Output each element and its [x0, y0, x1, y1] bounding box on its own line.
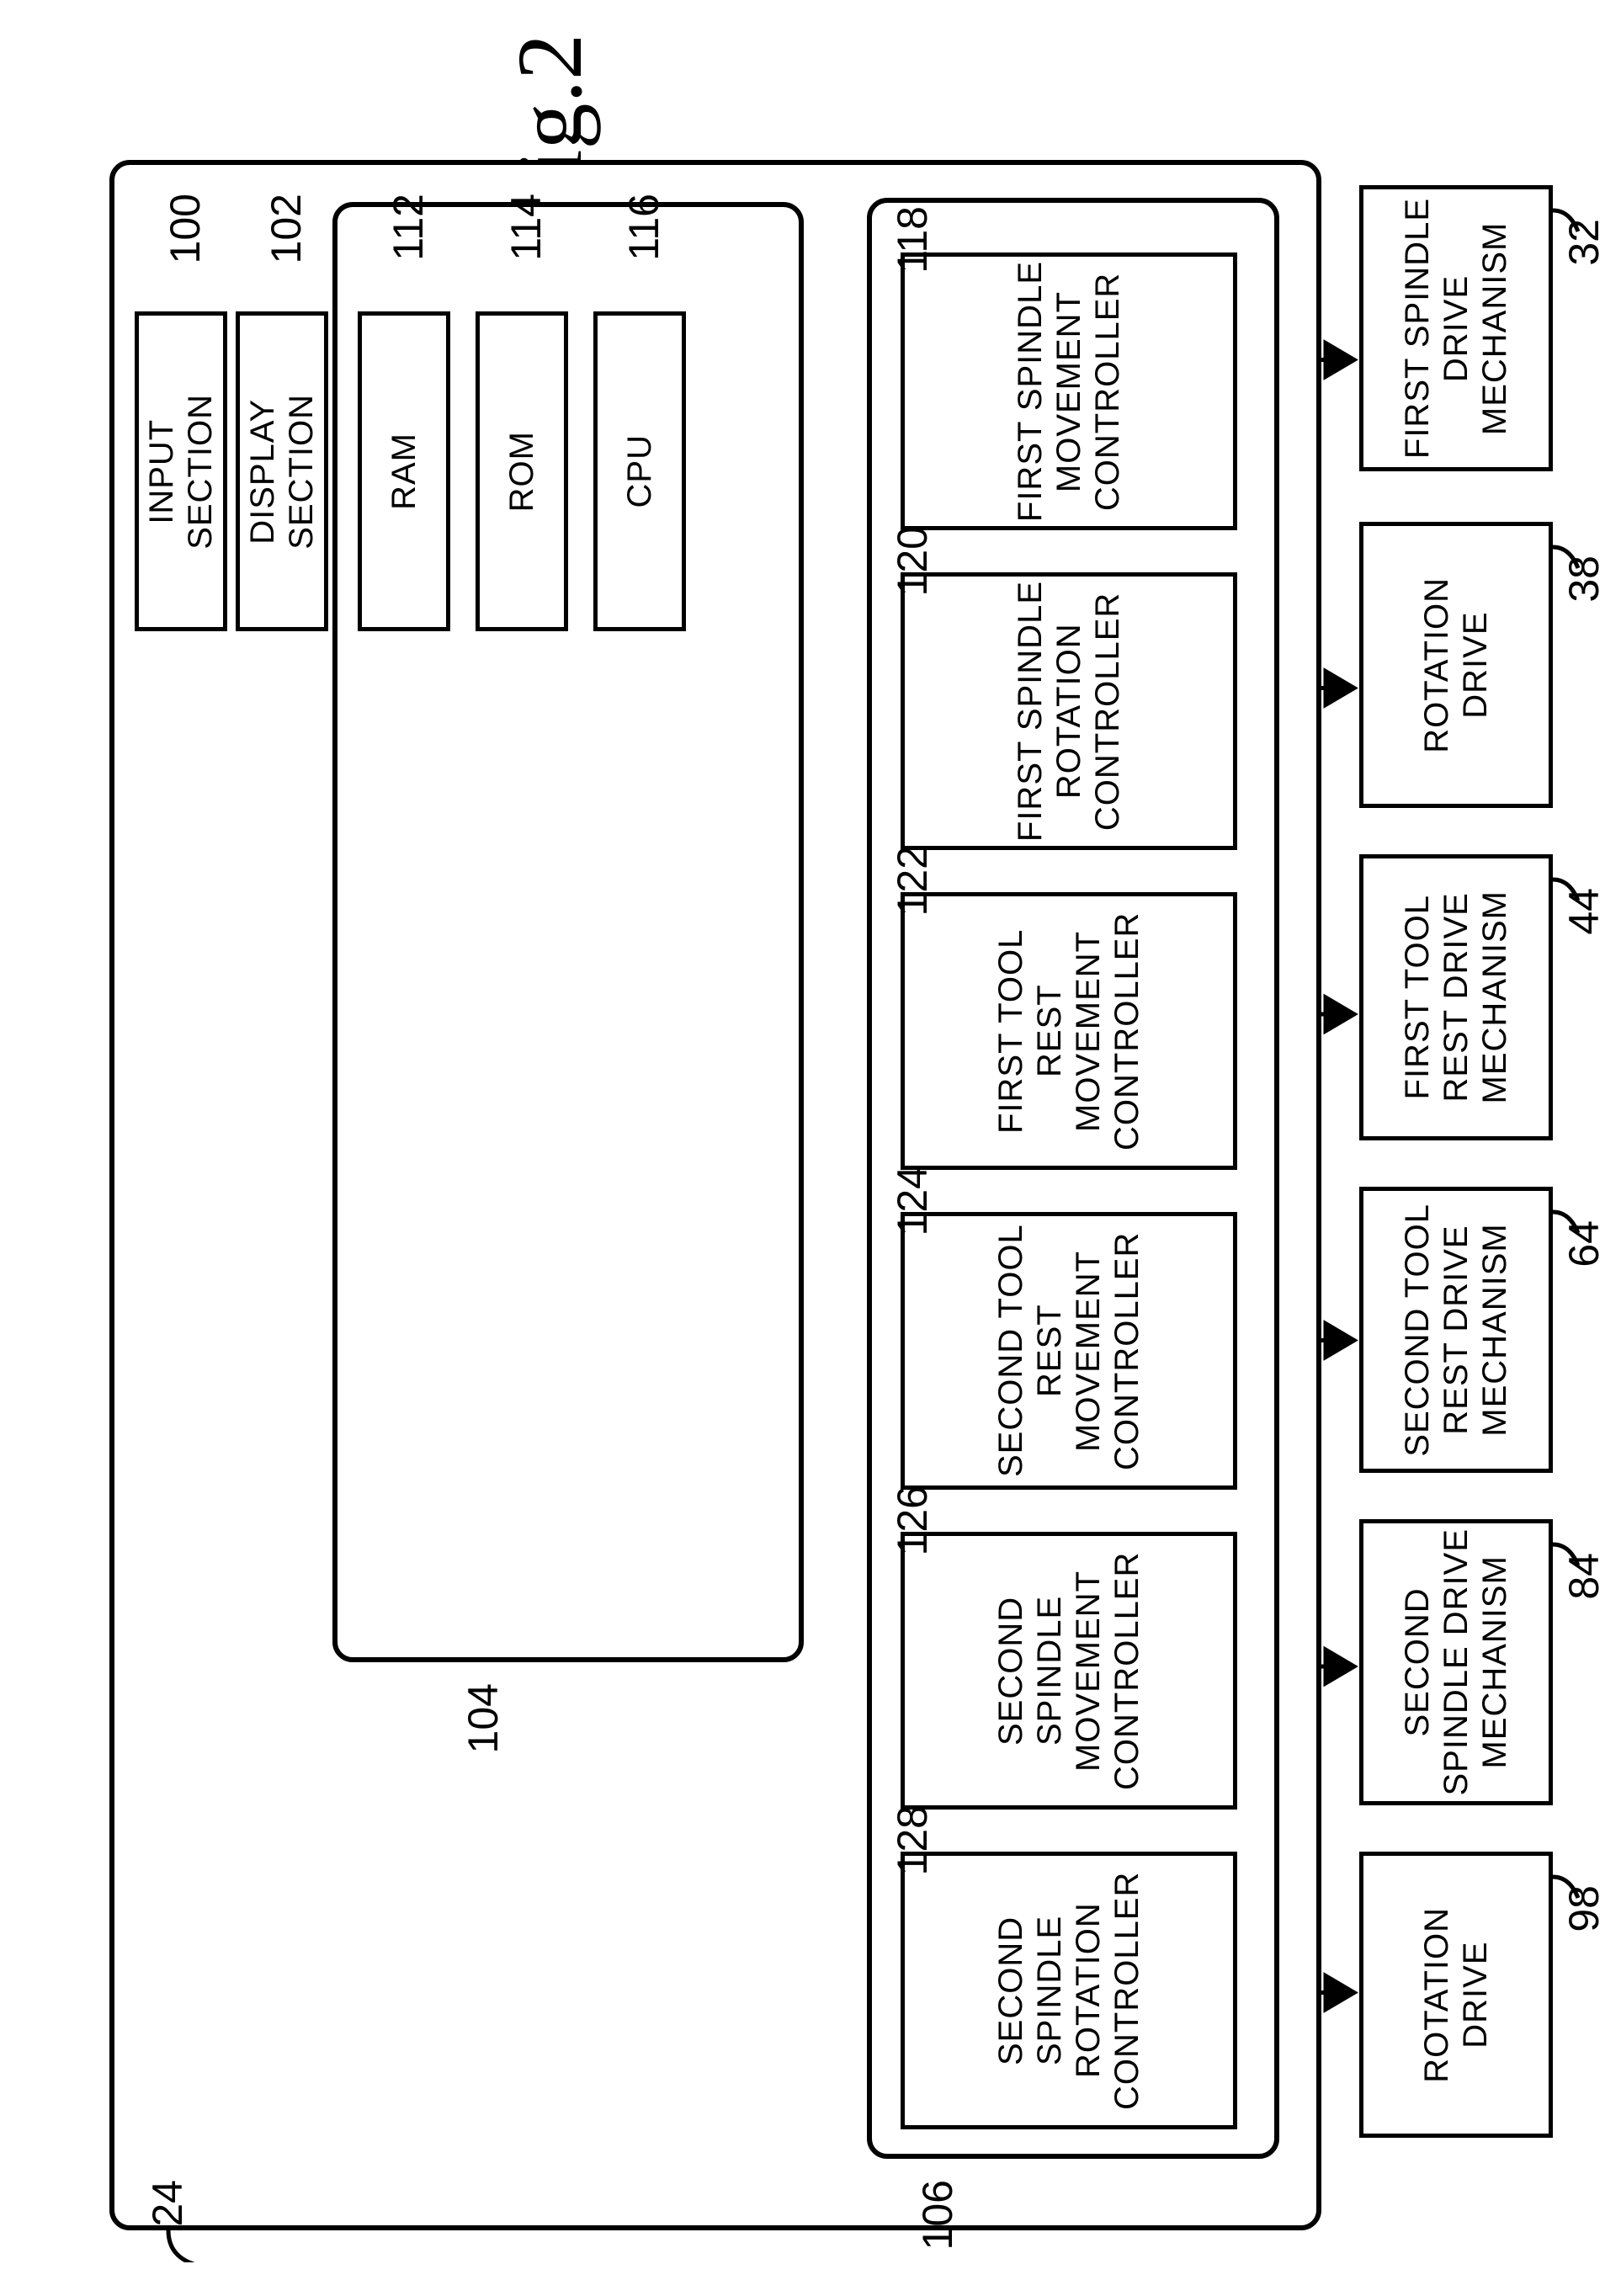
mechanism-0: FIRST SPINDLE DRIVE MECHANISM	[1359, 185, 1553, 471]
controller-1: FIRST SPINDLE ROTATION CONTROLLER	[901, 572, 1237, 850]
controller-4: SECOND SPINDLE MOVEMENT CONTROLLER	[901, 1532, 1237, 1810]
display-section-block: DISPLAY SECTION	[236, 311, 328, 631]
controller-5-ref: 128	[888, 1805, 937, 1875]
input-ref: 100	[161, 194, 210, 263]
mechanism-1: ROTATION DRIVE	[1359, 522, 1553, 808]
controller-1-label: FIRST SPINDLE ROTATION CONTROLLER	[1011, 581, 1127, 842]
mechanism-3: SECOND TOOL REST DRIVE MECHANISM	[1359, 1187, 1553, 1473]
mechanism-0-label: FIRST SPINDLE DRIVE MECHANISM	[1398, 198, 1514, 459]
controller-1-ref: 120	[888, 526, 937, 596]
mechanism-5: ROTATION DRIVE	[1359, 1852, 1553, 2138]
mechanism-1-ref: 38	[1560, 555, 1608, 603]
processing-ref: 104	[459, 1683, 508, 1753]
cpu-ref: 116	[619, 194, 668, 261]
mechanism-4: SECOND SPINDLE DRIVE MECHANISM	[1359, 1519, 1553, 1805]
input-section-block: INPUT SECTION	[135, 311, 227, 631]
mechanism-5-ref: 98	[1560, 1885, 1608, 1932]
mechanism-2-label: FIRST TOOL REST DRIVE MECHANISM	[1398, 890, 1514, 1103]
mechanism-2-ref: 44	[1560, 888, 1608, 935]
mechanism-2: FIRST TOOL REST DRIVE MECHANISM	[1359, 854, 1553, 1140]
controller-2-ref: 122	[888, 846, 937, 916]
rom-block: ROM	[476, 311, 568, 631]
controller-2: FIRST TOOL REST MOVEMENT CONTROLLER	[901, 892, 1237, 1170]
mechanism-3-label: SECOND TOOL REST DRIVE MECHANISM	[1398, 1204, 1514, 1457]
ram-ref: 112	[384, 194, 433, 261]
mechanism-0-ref: 32	[1560, 219, 1608, 266]
controller-0-label: FIRST SPINDLE MOVEMENT CONTROLLER	[1011, 261, 1127, 522]
controller-4-ref: 126	[888, 1485, 937, 1555]
cpu-block-label: CPU	[620, 434, 659, 508]
controller-2-label: FIRST TOOL REST MOVEMENT CONTROLLER	[991, 896, 1146, 1166]
display-section-block-label: DISPLAY SECTION	[243, 394, 321, 550]
mechanism-1-label: ROTATION DRIVE	[1417, 577, 1495, 753]
input-section-block-label: INPUT SECTION	[142, 394, 220, 550]
controller-3-label: SECOND TOOL REST MOVEMENT CONTROLLER	[991, 1216, 1146, 1485]
cpu-block: CPU	[593, 311, 686, 631]
mechanism-4-label: SECOND SPINDLE DRIVE MECHANISM	[1398, 1528, 1514, 1796]
ram-block-label: RAM	[385, 433, 423, 510]
controller-4-label: SECOND SPINDLE MOVEMENT CONTROLLER	[991, 1536, 1146, 1805]
controller-0-ref: 118	[888, 206, 937, 274]
ram-block: RAM	[358, 311, 450, 631]
controller-3-ref: 124	[888, 1166, 937, 1236]
mechanism-3-ref: 64	[1560, 1220, 1608, 1268]
controller-0: FIRST SPINDLE MOVEMENT CONTROLLER	[901, 252, 1237, 530]
outer-ref: 24	[143, 2180, 192, 2227]
servo-ref: 106	[913, 2180, 962, 2250]
rom-block-label: ROM	[502, 431, 541, 512]
display-ref: 102	[262, 194, 311, 263]
mechanism-4-ref: 84	[1560, 1553, 1608, 1600]
mechanism-5-label: ROTATION DRIVE	[1417, 1907, 1495, 2083]
controller-3: SECOND TOOL REST MOVEMENT CONTROLLER	[901, 1212, 1237, 1490]
controller-5-label: SECOND SPINDLE ROTATION CONTROLLER	[991, 1856, 1146, 2125]
controller-5: SECOND SPINDLE ROTATION CONTROLLER	[901, 1852, 1237, 2129]
rom-ref: 114	[502, 194, 550, 261]
